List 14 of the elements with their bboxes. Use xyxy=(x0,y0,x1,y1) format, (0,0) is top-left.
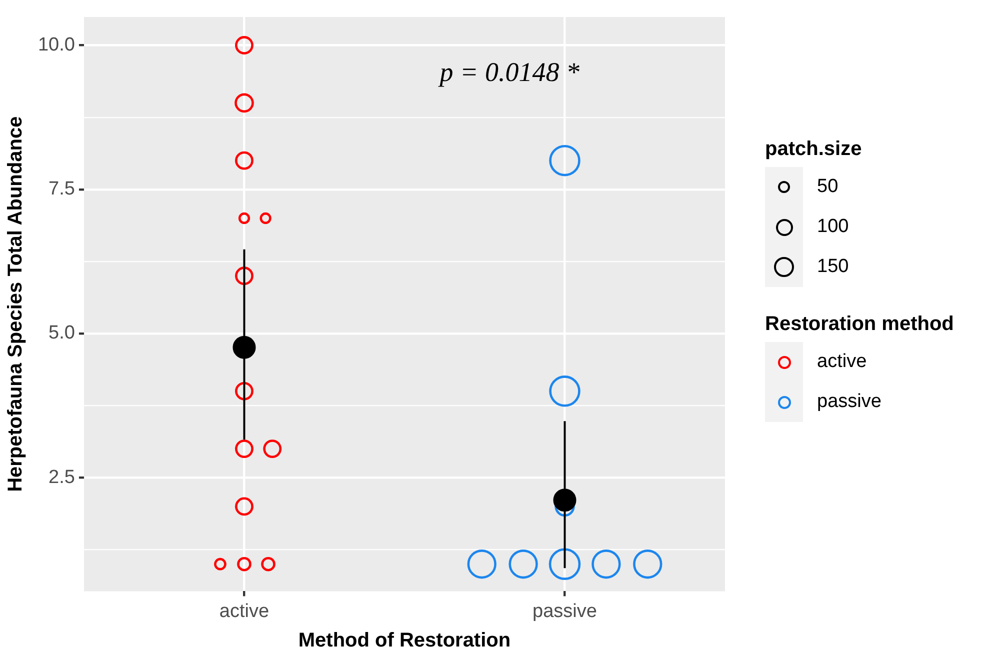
y-tick-label: 7.5 xyxy=(48,178,75,200)
legend-label: 150 xyxy=(817,256,849,278)
legend-label: 50 xyxy=(817,176,838,198)
legend-label: passive xyxy=(817,391,882,413)
y-tick-label: 5.0 xyxy=(48,322,75,344)
y-tick-label: 2.5 xyxy=(48,466,75,488)
x-axis-title: Method of Restoration xyxy=(298,630,511,652)
text: patch.size xyxy=(765,138,862,160)
text: Restoration method xyxy=(765,313,954,335)
legend-label: active xyxy=(817,351,867,373)
y-tick-label: 10.0 xyxy=(38,34,75,56)
y-axis-title: Herpetofauna Species Total Abundance xyxy=(4,116,27,492)
annotation: p = 0.0148 * xyxy=(438,57,580,88)
legend-label: 100 xyxy=(817,216,849,238)
